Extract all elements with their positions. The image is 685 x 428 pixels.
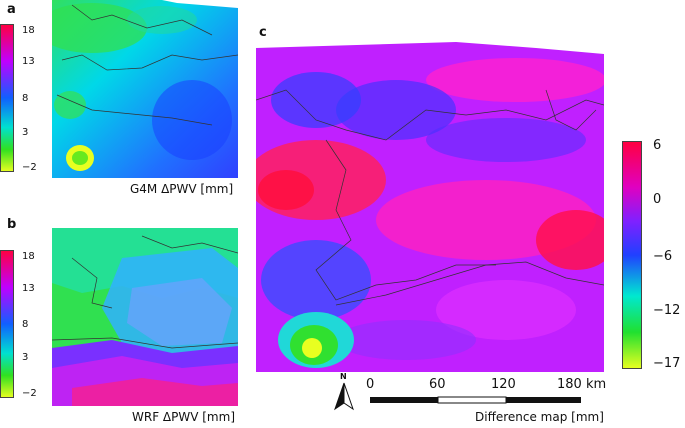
colorbar-a-tick: 8: [22, 93, 29, 104]
map-panel-b: [52, 228, 238, 406]
colorbar-c-tick: −17: [653, 356, 681, 371]
scale-bar: [370, 396, 582, 404]
colorbar-b: [0, 250, 14, 398]
colorbar-a-tick: 3: [22, 127, 29, 138]
scale-label: 60: [429, 377, 446, 392]
scale-label: 0: [366, 377, 375, 392]
north-arrow-icon: [333, 373, 355, 413]
colorbar-a: [0, 24, 14, 172]
colorbar-a-tick: 13: [22, 56, 35, 67]
map-panel-c: [256, 40, 604, 372]
caption-b: WRF ΔPWV [mm]: [132, 410, 235, 424]
colorbar-c-tick: 6: [653, 138, 662, 153]
panel-label-c: c: [259, 25, 267, 40]
colorbar-c-tick: −12: [653, 303, 681, 318]
colorbar-b-tick: 8: [22, 319, 29, 330]
colorbar-c-tick: 0: [653, 192, 662, 207]
scale-label: 120: [491, 377, 516, 392]
colorbar-b-tick: 13: [22, 283, 35, 294]
colorbar-b-tick: 18: [22, 251, 35, 262]
panel-label-b: b: [7, 217, 17, 232]
caption-a: G4M ΔPWV [mm]: [130, 182, 234, 196]
colorbar-b-tick: −2: [22, 388, 37, 399]
colorbar-a-tick: 18: [22, 25, 35, 36]
colorbar-a-tick: −2: [22, 162, 37, 173]
panel-label-a: a: [7, 2, 16, 17]
colorbar-c-tick: −6: [653, 249, 673, 264]
colorbar-b-tick: 3: [22, 352, 29, 363]
caption-c: Difference map [mm]: [475, 410, 604, 424]
north-arrow-label: N: [340, 372, 347, 381]
map-panel-a: [52, 0, 238, 178]
scale-label: 180 km: [557, 377, 607, 392]
colorbar-c: [622, 141, 642, 369]
